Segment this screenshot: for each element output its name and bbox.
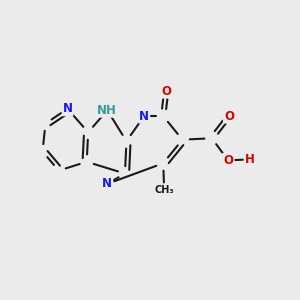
Text: O: O <box>161 85 171 98</box>
Text: N: N <box>63 102 73 115</box>
Text: CH₃: CH₃ <box>154 185 174 195</box>
Text: O: O <box>223 154 233 167</box>
Text: O: O <box>224 110 234 123</box>
Text: NH: NH <box>98 104 117 117</box>
Text: H: H <box>245 153 255 166</box>
Text: N: N <box>102 177 112 190</box>
Text: N: N <box>139 110 149 123</box>
